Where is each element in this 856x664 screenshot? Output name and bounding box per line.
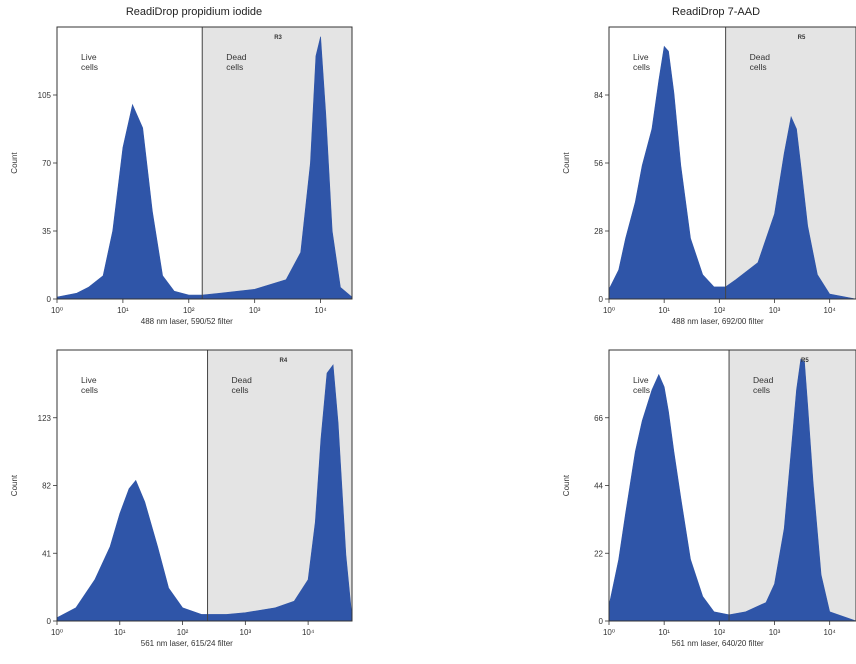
y-axis-label: Count bbox=[562, 474, 571, 496]
live-cells-label: Live bbox=[81, 375, 97, 385]
y-axis-label: Count bbox=[10, 474, 19, 496]
dead-cells-label: cells bbox=[750, 62, 767, 72]
x-tick-label: 10¹ bbox=[114, 628, 126, 637]
y-tick-label: 105 bbox=[38, 91, 52, 100]
gate-code-label: R4 bbox=[280, 358, 288, 364]
x-axis-label: 561 nm laser, 615/24 filter bbox=[141, 639, 233, 648]
x-tick-label: 10¹ bbox=[117, 306, 129, 315]
x-tick-label: 10³ bbox=[769, 628, 781, 637]
live-cells-label: cells bbox=[633, 385, 650, 395]
y-tick-label: 44 bbox=[594, 482, 603, 491]
x-tick-label: 10² bbox=[183, 306, 195, 315]
histogram-area bbox=[57, 364, 352, 621]
x-tick-label: 10² bbox=[714, 306, 726, 315]
live-cells-label: Live bbox=[81, 52, 97, 62]
live-cells-label: cells bbox=[81, 62, 98, 72]
right-column-title: ReadiDrop 7-AAD bbox=[672, 6, 760, 18]
y-axis-label: Count bbox=[562, 152, 571, 174]
x-tick-label: 10⁰ bbox=[51, 306, 63, 315]
x-tick-label: 10⁰ bbox=[603, 628, 615, 637]
y-tick-label: 66 bbox=[594, 414, 603, 423]
x-tick-label: 10⁴ bbox=[302, 628, 315, 637]
y-axis-label: Count bbox=[10, 152, 19, 174]
x-axis-label: 488 nm laser, 692/00 filter bbox=[672, 317, 764, 326]
x-axis-label: 561 nm laser, 640/20 filter bbox=[672, 639, 764, 648]
histogram-area bbox=[609, 45, 856, 299]
dead-cells-label: Dead bbox=[226, 52, 247, 62]
y-tick-label: 70 bbox=[42, 159, 51, 168]
y-tick-label: 35 bbox=[42, 227, 51, 236]
y-tick-label: 82 bbox=[42, 482, 51, 491]
x-tick-label: 10⁴ bbox=[314, 306, 327, 315]
left-column-title: ReadiDrop propidium iodide bbox=[126, 6, 262, 18]
x-tick-label: 10⁴ bbox=[824, 306, 837, 315]
x-tick-label: 10³ bbox=[240, 628, 252, 637]
y-tick-label: 41 bbox=[42, 549, 51, 558]
y-tick-label: 123 bbox=[38, 414, 52, 423]
x-axis-label: 488 nm laser, 590/52 filter bbox=[141, 317, 233, 326]
dead-cells-label: Dead bbox=[750, 52, 771, 62]
x-tick-label: 10³ bbox=[769, 306, 781, 315]
y-tick-label: 22 bbox=[594, 549, 603, 558]
y-tick-label: 0 bbox=[47, 617, 52, 626]
x-tick-label: 10⁰ bbox=[51, 628, 63, 637]
x-tick-label: 10² bbox=[714, 628, 726, 637]
x-tick-label: 10⁰ bbox=[603, 306, 615, 315]
x-tick-label: 10⁴ bbox=[824, 628, 837, 637]
live-cells-label: cells bbox=[81, 385, 98, 395]
y-tick-label: 0 bbox=[47, 295, 52, 304]
y-tick-label: 0 bbox=[599, 617, 604, 626]
y-tick-label: 0 bbox=[599, 295, 604, 304]
dead-cells-label: Dead bbox=[232, 375, 253, 385]
gate-code-label: R5 bbox=[798, 35, 806, 41]
x-tick-label: 10¹ bbox=[658, 628, 670, 637]
gate-code-label: R3 bbox=[274, 35, 282, 41]
dead-cells-label: Dead bbox=[753, 375, 774, 385]
live-cells-label: Live bbox=[633, 52, 649, 62]
x-tick-label: 10¹ bbox=[658, 306, 670, 315]
gate-code-label: R5 bbox=[801, 358, 809, 364]
dead-cells-label: cells bbox=[226, 62, 243, 72]
y-tick-label: 56 bbox=[594, 159, 603, 168]
dead-cells-label: cells bbox=[753, 385, 770, 395]
live-cells-label: Live bbox=[633, 375, 649, 385]
y-tick-label: 28 bbox=[594, 227, 603, 236]
live-cells-label: cells bbox=[633, 62, 650, 72]
y-tick-label: 84 bbox=[594, 91, 603, 100]
histogram-area bbox=[609, 358, 856, 621]
x-tick-label: 10² bbox=[177, 628, 189, 637]
x-tick-label: 10³ bbox=[249, 306, 261, 315]
dead-cells-label: cells bbox=[232, 385, 249, 395]
